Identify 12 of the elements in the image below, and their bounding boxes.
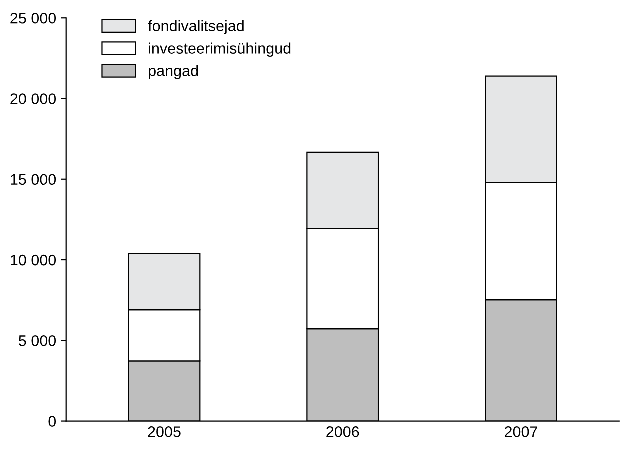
x-tick-label: 2006 [326,426,360,438]
y-tick-label: 5 000 [19,336,56,346]
y-tick-label: 25 000 [10,12,56,24]
legend-label: fondivalitsejad [148,20,244,35]
y-tick-label: 0 [48,416,56,427]
x-tick-label: 2005 [148,426,181,438]
y-tick-label: 20 000 [10,94,56,104]
legend-label: investeerimisühingud [149,42,291,57]
x-tick-label: 2007 [505,426,538,438]
y-tick-label: 15 000 [11,174,56,186]
y-tick-label: 10 000 [11,254,56,266]
legend-label: pangad [149,65,198,80]
